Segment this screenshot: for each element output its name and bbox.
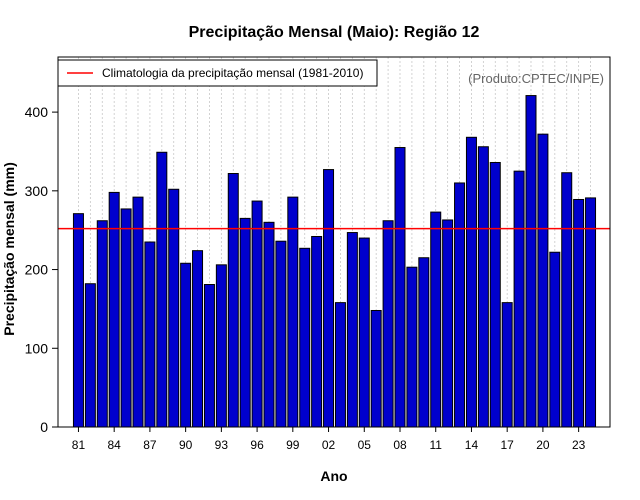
credit-label: (Produto:CPTEC/INPE)	[468, 71, 604, 86]
y-axis: 0 100 200 300 400	[25, 104, 58, 435]
y-tick-label: 0	[40, 419, 48, 435]
legend-label: Climatologia da precipitação mensal (198…	[102, 66, 363, 80]
bar-1994	[227, 173, 239, 428]
x-tick-label: 96	[250, 438, 264, 452]
bar-2001	[311, 235, 323, 428]
bar-2021	[549, 251, 561, 428]
bar-2024	[585, 197, 597, 428]
bar-2019	[525, 95, 537, 428]
legend-box	[57, 59, 378, 87]
bar-2002	[323, 169, 335, 428]
x-tick-label: 14	[465, 438, 479, 452]
bars	[72, 95, 597, 428]
bar-1984	[108, 191, 120, 428]
x-tick-label: 81	[72, 438, 86, 452]
x-tick-label: 90	[179, 438, 193, 452]
bar-2012	[442, 219, 454, 428]
bar-1988	[156, 151, 168, 428]
y-tick-label: 100	[25, 340, 49, 356]
bar-1993	[215, 264, 227, 428]
x-tick-label: 11	[429, 438, 442, 452]
bar-2022	[561, 172, 573, 428]
bar-1998	[275, 240, 287, 428]
bar-2007	[382, 220, 394, 428]
bar-2020	[537, 133, 549, 428]
x-tick-label: 99	[286, 438, 300, 452]
x-tick-label: 20	[536, 438, 550, 452]
bar-2000	[299, 247, 311, 428]
bar-1989	[168, 188, 180, 428]
legend: Climatologia da precipitação mensal (198…	[57, 59, 378, 87]
chart-title: Precipitação Mensal (Maio): Região 12	[189, 24, 480, 41]
y-tick-label: 200	[25, 262, 49, 278]
bar-1981	[72, 213, 84, 428]
x-tick-label: 84	[108, 438, 122, 452]
bar-1982	[84, 283, 96, 428]
x-tick-label: 87	[143, 438, 157, 452]
bar-1983	[96, 220, 108, 428]
bar-2015	[477, 146, 489, 428]
bar-2013	[454, 182, 466, 428]
x-tick-label: 93	[215, 438, 229, 452]
bar-1995	[239, 217, 251, 428]
bar-2008	[394, 147, 406, 428]
x-tick-label: 23	[572, 438, 586, 452]
x-axis-title: Ano	[320, 468, 347, 484]
bar-1985	[120, 208, 132, 428]
bar-2023	[573, 198, 585, 428]
bar-2003	[334, 302, 346, 428]
bar-2010	[418, 257, 430, 428]
y-tick-label: 300	[25, 183, 49, 199]
bar-1996	[251, 200, 263, 428]
bar-2016	[489, 161, 501, 428]
bar-2014	[465, 136, 477, 428]
x-tick-label: 17	[501, 438, 515, 452]
bar-1991	[192, 250, 204, 428]
bar-2005	[358, 237, 370, 428]
bar-1997	[263, 221, 275, 428]
bar-2006	[370, 309, 382, 428]
bar-1992	[203, 284, 215, 428]
bar-2017	[501, 302, 513, 428]
bar-1999	[287, 196, 299, 428]
bar-1987	[144, 241, 156, 428]
bar-2011	[430, 211, 442, 428]
plot-frame	[57, 56, 611, 428]
x-tick-label: 05	[358, 438, 372, 452]
bar-1990	[180, 262, 192, 428]
x-tick-label: 02	[322, 438, 336, 452]
y-tick-label: 400	[25, 104, 49, 120]
bar-1986	[132, 196, 144, 428]
x-axis: 81 84 87 90 93 96 99 02 05 08 11 14 17 20 23	[72, 427, 586, 452]
y-axis-title: Precipitação mensal (mm)	[1, 162, 17, 336]
bar-2009	[406, 266, 418, 428]
x-tick-label: 08	[393, 438, 407, 452]
bar-2004	[346, 232, 358, 428]
bar-2018	[513, 170, 525, 428]
